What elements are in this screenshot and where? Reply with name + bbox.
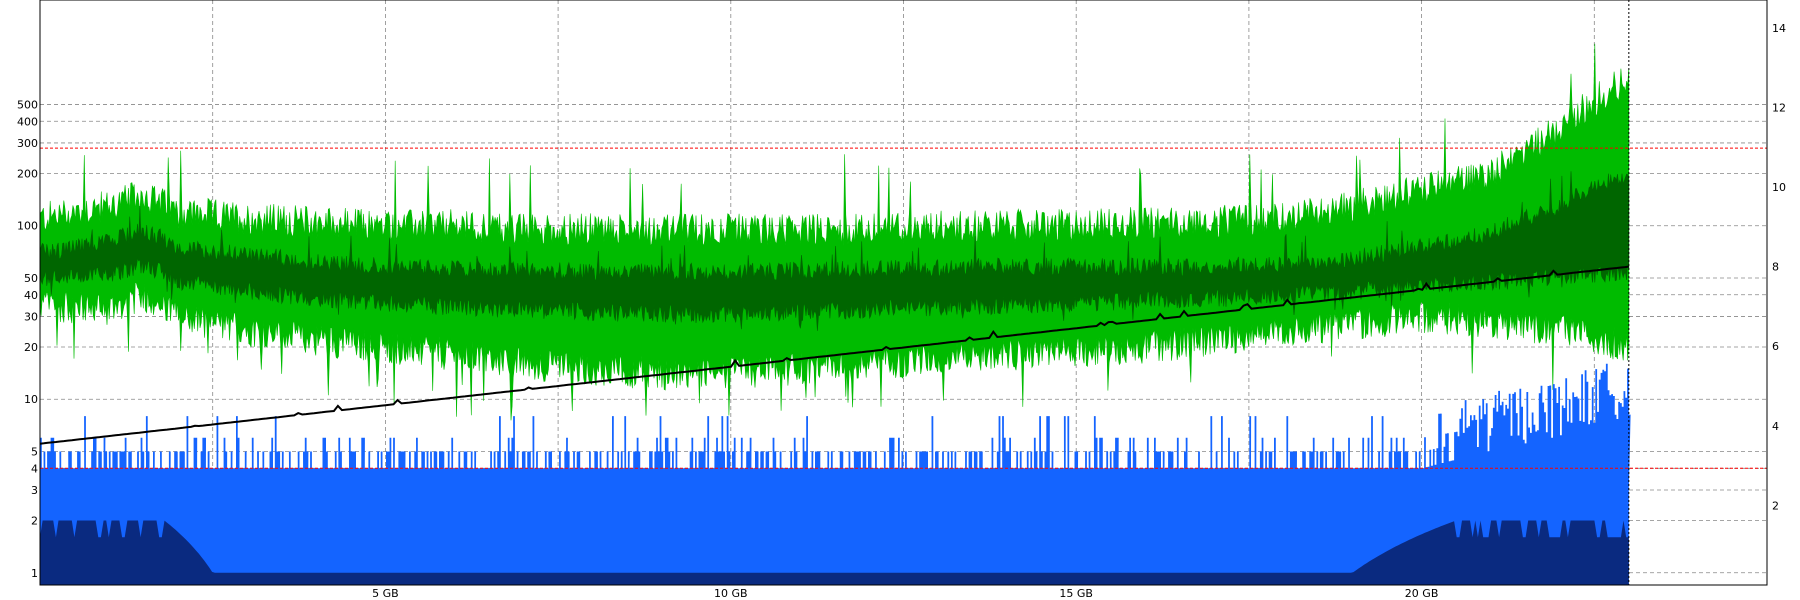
series-layer [40,43,1631,585]
blue-spike-area [40,363,1631,490]
y-left-tick-label: 4 [31,462,38,475]
x-tick-label: 10 GB [714,587,748,600]
y-left-tick-label: 1 [31,567,38,580]
y-left-tick-label: 3 [31,484,38,497]
axis-labels: 5 GB 10 GB 15 GB 20 GB123451020304050100200… [17,22,1786,600]
y-right-tick-label: 6 [1772,340,1779,353]
y-right-tick-label: 10 [1772,181,1786,194]
x-tick-label: 20 GB [1405,587,1439,600]
y-right-tick-label: 2 [1772,499,1779,512]
reference-lines [40,0,1767,585]
latency-band-light [40,43,1630,421]
y-left-tick-label: 2 [31,515,38,528]
y-right-tick-label: 14 [1772,22,1786,35]
trend-line [40,265,1629,445]
x-tick-label: 5 GB [372,587,399,600]
y-left-tick-label: 40 [24,289,38,302]
y-left-tick-label: 200 [17,168,38,181]
y-left-tick-label: 20 [24,341,38,354]
y-left-tick-label: 10 [24,393,38,406]
y-left-tick-label: 50 [24,272,38,285]
plot-frame [39,0,1768,586]
dark-blue-area [40,520,1629,585]
y-left-tick-label: 300 [17,137,38,150]
y-right-tick-label: 12 [1772,101,1786,114]
y-right-tick-label: 8 [1772,261,1779,274]
y-right-tick-label: 4 [1772,420,1779,433]
y-left-tick-label: 5 [31,445,38,458]
y-left-tick-label: 30 [24,310,38,323]
x-tick-label: 15 GB [1059,587,1093,600]
y-left-tick-label: 100 [17,220,38,233]
y-left-tick-label: 500 [17,98,38,111]
y-left-tick-label: 400 [17,115,38,128]
